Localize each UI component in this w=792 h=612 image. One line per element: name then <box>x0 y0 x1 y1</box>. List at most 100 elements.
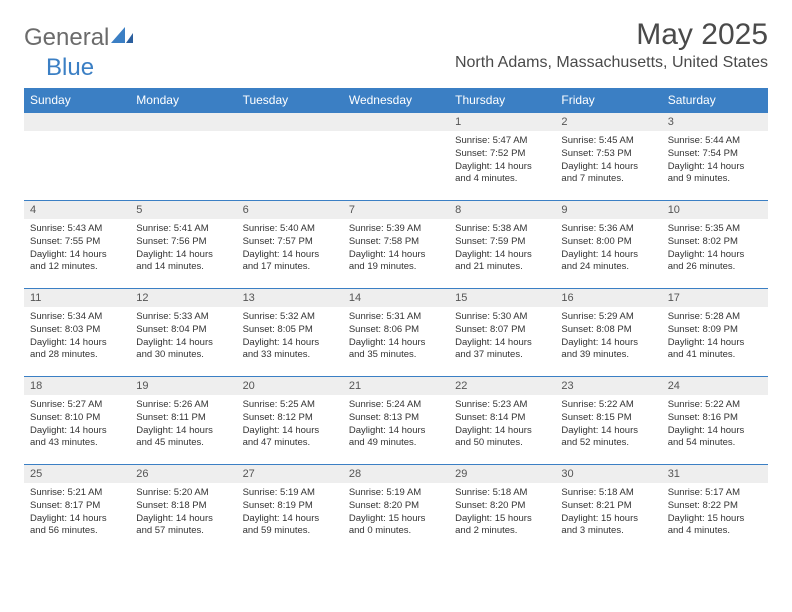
day-details: Sunrise: 5:47 AMSunset: 7:52 PMDaylight:… <box>449 131 555 192</box>
day-details: Sunrise: 5:27 AMSunset: 8:10 PMDaylight:… <box>24 395 130 456</box>
day-cell <box>343 113 449 201</box>
day-details <box>237 131 343 181</box>
day-header: Wednesday <box>343 88 449 113</box>
day-cell: 8Sunrise: 5:38 AMSunset: 7:59 PMDaylight… <box>449 201 555 289</box>
day-details: Sunrise: 5:43 AMSunset: 7:55 PMDaylight:… <box>24 219 130 280</box>
week-row: 4Sunrise: 5:43 AMSunset: 7:55 PMDaylight… <box>24 201 768 289</box>
day-number: 29 <box>449 465 555 483</box>
day-cell <box>237 113 343 201</box>
day-number: 25 <box>24 465 130 483</box>
day-number: 7 <box>343 201 449 219</box>
day-details: Sunrise: 5:35 AMSunset: 8:02 PMDaylight:… <box>662 219 768 280</box>
day-details <box>343 131 449 181</box>
day-header: Monday <box>130 88 236 113</box>
day-details: Sunrise: 5:33 AMSunset: 8:04 PMDaylight:… <box>130 307 236 368</box>
day-number: 22 <box>449 377 555 395</box>
day-number: 19 <box>130 377 236 395</box>
logo-text-1: General <box>24 24 109 52</box>
day-details: Sunrise: 5:24 AMSunset: 8:13 PMDaylight:… <box>343 395 449 456</box>
day-details: Sunrise: 5:22 AMSunset: 8:15 PMDaylight:… <box>555 395 661 456</box>
location-text: North Adams, Massachusetts, United State… <box>455 54 768 72</box>
day-details: Sunrise: 5:39 AMSunset: 7:58 PMDaylight:… <box>343 219 449 280</box>
day-details: Sunrise: 5:23 AMSunset: 8:14 PMDaylight:… <box>449 395 555 456</box>
day-cell: 13Sunrise: 5:32 AMSunset: 8:05 PMDayligh… <box>237 289 343 377</box>
day-details: Sunrise: 5:19 AMSunset: 8:20 PMDaylight:… <box>343 483 449 544</box>
calendar-head: SundayMondayTuesdayWednesdayThursdayFrid… <box>24 88 768 113</box>
day-cell: 30Sunrise: 5:18 AMSunset: 8:21 PMDayligh… <box>555 465 661 553</box>
day-cell: 20Sunrise: 5:25 AMSunset: 8:12 PMDayligh… <box>237 377 343 465</box>
day-cell: 24Sunrise: 5:22 AMSunset: 8:16 PMDayligh… <box>662 377 768 465</box>
day-header: Tuesday <box>237 88 343 113</box>
day-cell: 23Sunrise: 5:22 AMSunset: 8:15 PMDayligh… <box>555 377 661 465</box>
day-number: 15 <box>449 289 555 307</box>
day-cell: 1Sunrise: 5:47 AMSunset: 7:52 PMDaylight… <box>449 113 555 201</box>
calendar-table: SundayMondayTuesdayWednesdayThursdayFrid… <box>24 88 768 553</box>
day-details: Sunrise: 5:20 AMSunset: 8:18 PMDaylight:… <box>130 483 236 544</box>
day-cell: 2Sunrise: 5:45 AMSunset: 7:53 PMDaylight… <box>555 113 661 201</box>
day-cell: 11Sunrise: 5:34 AMSunset: 8:03 PMDayligh… <box>24 289 130 377</box>
day-details: Sunrise: 5:40 AMSunset: 7:57 PMDaylight:… <box>237 219 343 280</box>
day-details: Sunrise: 5:34 AMSunset: 8:03 PMDaylight:… <box>24 307 130 368</box>
day-details: Sunrise: 5:22 AMSunset: 8:16 PMDaylight:… <box>662 395 768 456</box>
day-number: 13 <box>237 289 343 307</box>
week-row: 11Sunrise: 5:34 AMSunset: 8:03 PMDayligh… <box>24 289 768 377</box>
day-details: Sunrise: 5:29 AMSunset: 8:08 PMDaylight:… <box>555 307 661 368</box>
day-number: 31 <box>662 465 768 483</box>
day-cell: 4Sunrise: 5:43 AMSunset: 7:55 PMDaylight… <box>24 201 130 289</box>
logo-sail-icon <box>111 24 133 52</box>
day-cell: 3Sunrise: 5:44 AMSunset: 7:54 PMDaylight… <box>662 113 768 201</box>
day-number <box>237 113 343 131</box>
day-cell: 18Sunrise: 5:27 AMSunset: 8:10 PMDayligh… <box>24 377 130 465</box>
day-number: 26 <box>130 465 236 483</box>
day-cell: 7Sunrise: 5:39 AMSunset: 7:58 PMDaylight… <box>343 201 449 289</box>
week-row: 25Sunrise: 5:21 AMSunset: 8:17 PMDayligh… <box>24 465 768 553</box>
day-number: 1 <box>449 113 555 131</box>
day-cell <box>24 113 130 201</box>
day-details: Sunrise: 5:32 AMSunset: 8:05 PMDaylight:… <box>237 307 343 368</box>
day-cell: 27Sunrise: 5:19 AMSunset: 8:19 PMDayligh… <box>237 465 343 553</box>
day-cell: 14Sunrise: 5:31 AMSunset: 8:06 PMDayligh… <box>343 289 449 377</box>
day-number: 2 <box>555 113 661 131</box>
day-details: Sunrise: 5:26 AMSunset: 8:11 PMDaylight:… <box>130 395 236 456</box>
day-cell: 26Sunrise: 5:20 AMSunset: 8:18 PMDayligh… <box>130 465 236 553</box>
day-details: Sunrise: 5:30 AMSunset: 8:07 PMDaylight:… <box>449 307 555 368</box>
day-number: 4 <box>24 201 130 219</box>
day-number: 9 <box>555 201 661 219</box>
day-number: 17 <box>662 289 768 307</box>
day-details: Sunrise: 5:18 AMSunset: 8:20 PMDaylight:… <box>449 483 555 544</box>
day-number: 24 <box>662 377 768 395</box>
week-row: 18Sunrise: 5:27 AMSunset: 8:10 PMDayligh… <box>24 377 768 465</box>
day-details: Sunrise: 5:41 AMSunset: 7:56 PMDaylight:… <box>130 219 236 280</box>
day-number <box>24 113 130 131</box>
day-cell: 5Sunrise: 5:41 AMSunset: 7:56 PMDaylight… <box>130 201 236 289</box>
day-number: 6 <box>237 201 343 219</box>
day-details: Sunrise: 5:36 AMSunset: 8:00 PMDaylight:… <box>555 219 661 280</box>
day-header: Thursday <box>449 88 555 113</box>
day-cell: 12Sunrise: 5:33 AMSunset: 8:04 PMDayligh… <box>130 289 236 377</box>
day-cell: 9Sunrise: 5:36 AMSunset: 8:00 PMDaylight… <box>555 201 661 289</box>
day-cell: 19Sunrise: 5:26 AMSunset: 8:11 PMDayligh… <box>130 377 236 465</box>
day-cell: 22Sunrise: 5:23 AMSunset: 8:14 PMDayligh… <box>449 377 555 465</box>
day-cell: 21Sunrise: 5:24 AMSunset: 8:13 PMDayligh… <box>343 377 449 465</box>
logo: General <box>24 24 135 52</box>
day-number: 10 <box>662 201 768 219</box>
day-details: Sunrise: 5:19 AMSunset: 8:19 PMDaylight:… <box>237 483 343 544</box>
day-details: Sunrise: 5:25 AMSunset: 8:12 PMDaylight:… <box>237 395 343 456</box>
day-number: 28 <box>343 465 449 483</box>
day-number <box>130 113 236 131</box>
day-cell: 29Sunrise: 5:18 AMSunset: 8:20 PMDayligh… <box>449 465 555 553</box>
day-cell: 16Sunrise: 5:29 AMSunset: 8:08 PMDayligh… <box>555 289 661 377</box>
day-number: 18 <box>24 377 130 395</box>
day-details: Sunrise: 5:45 AMSunset: 7:53 PMDaylight:… <box>555 131 661 192</box>
day-number: 14 <box>343 289 449 307</box>
day-number: 12 <box>130 289 236 307</box>
day-details: Sunrise: 5:18 AMSunset: 8:21 PMDaylight:… <box>555 483 661 544</box>
day-number: 30 <box>555 465 661 483</box>
month-title: May 2025 <box>455 18 768 52</box>
day-cell: 6Sunrise: 5:40 AMSunset: 7:57 PMDaylight… <box>237 201 343 289</box>
day-cell <box>130 113 236 201</box>
day-header: Friday <box>555 88 661 113</box>
day-details: Sunrise: 5:21 AMSunset: 8:17 PMDaylight:… <box>24 483 130 544</box>
day-details: Sunrise: 5:38 AMSunset: 7:59 PMDaylight:… <box>449 219 555 280</box>
day-cell: 31Sunrise: 5:17 AMSunset: 8:22 PMDayligh… <box>662 465 768 553</box>
